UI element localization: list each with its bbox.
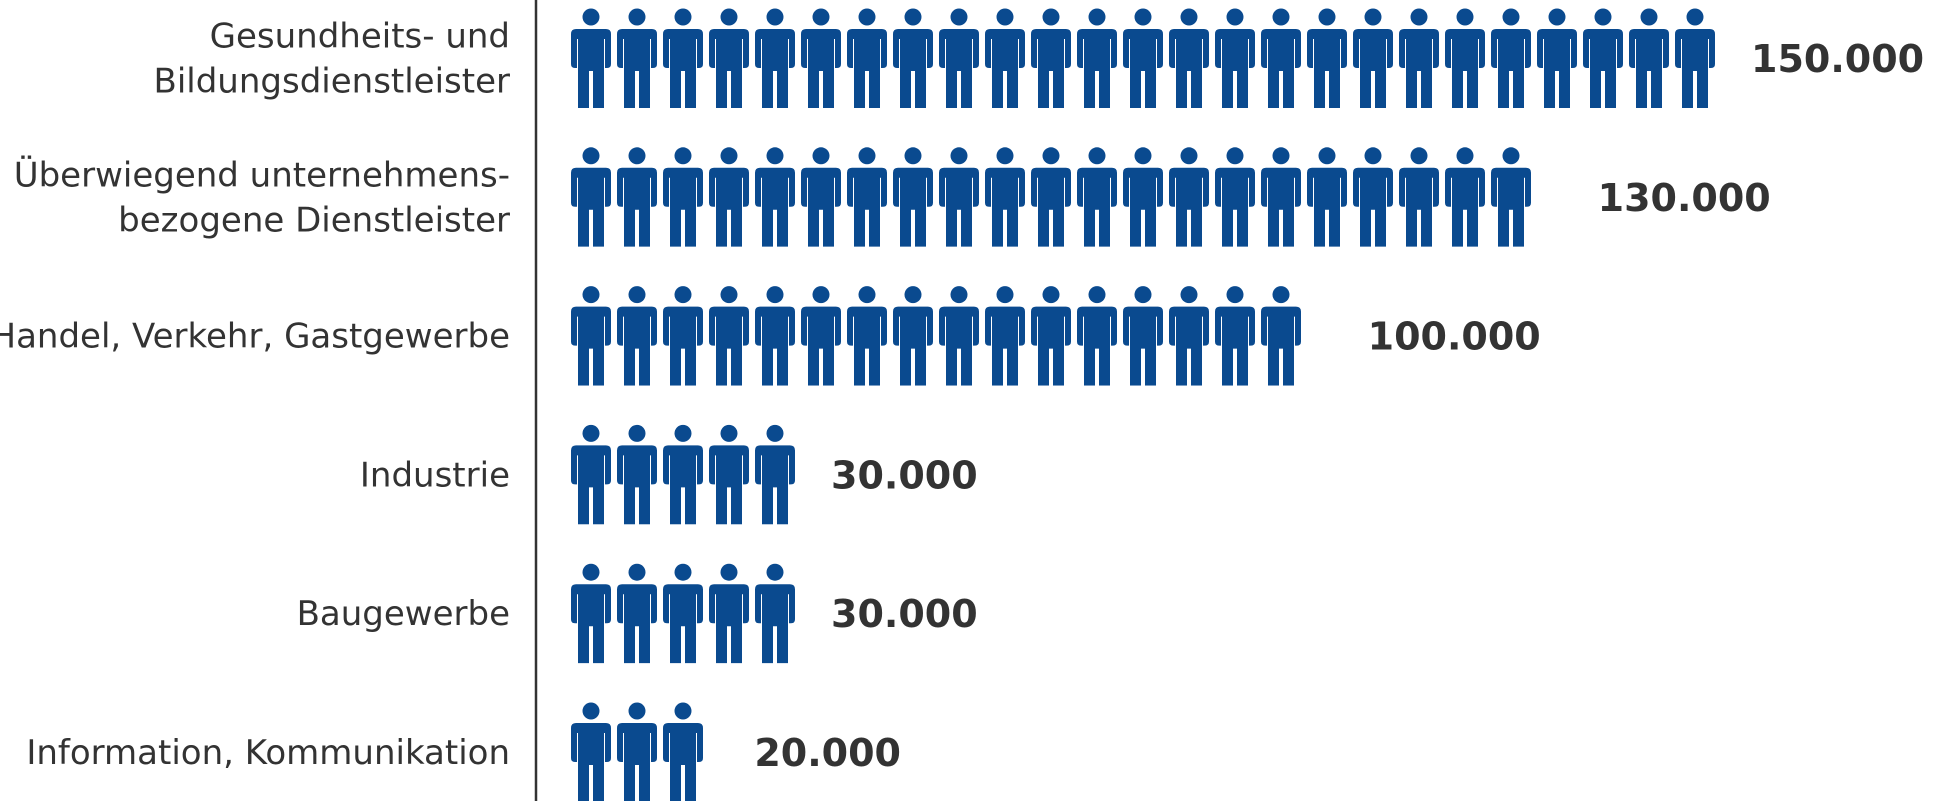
person-icon: [663, 563, 703, 664]
person-icon: [755, 8, 795, 108]
person-icon: [571, 147, 611, 247]
person-icon: [571, 702, 611, 801]
person-icon: [1261, 8, 1301, 108]
person-icon: [1031, 8, 1071, 108]
person-icon: [571, 563, 611, 664]
person-icon: [1491, 147, 1531, 247]
person-icon: [709, 702, 723, 801]
value-label: 130.000: [1598, 176, 1771, 220]
person-icon: [847, 286, 887, 386]
person-icon: [1399, 8, 1439, 108]
person-icon: [1629, 8, 1669, 108]
person-icon: [617, 8, 657, 108]
person-icon: [1123, 147, 1163, 247]
person-icon: [663, 702, 703, 801]
person-icon: [1307, 8, 1347, 108]
person-icon: [709, 8, 749, 108]
person-icon: [617, 563, 657, 664]
category-label: Baugewerbe: [297, 594, 510, 634]
value-label: 150.000: [1751, 37, 1924, 81]
person-icon: [1583, 8, 1623, 108]
person-icon: [663, 286, 703, 386]
category-label: bezogene Dienstleister: [118, 200, 510, 240]
person-icon: [1215, 147, 1255, 247]
person-icon: [1261, 286, 1301, 386]
person-icon: [893, 286, 933, 386]
person-icon: [571, 8, 611, 108]
person-icon: [1077, 286, 1117, 386]
person-icon: [755, 147, 795, 247]
person-icon: [1537, 8, 1577, 108]
person-icon: [1215, 8, 1255, 108]
category-label: Bildungsdienstleister: [154, 62, 511, 102]
person-icon: [709, 424, 749, 525]
person-icon: [1399, 147, 1439, 247]
person-icon: [755, 563, 795, 664]
person-icon: [985, 8, 1025, 108]
person-icon: [1123, 8, 1163, 108]
person-icon: [847, 147, 887, 247]
person-icon: [1031, 286, 1071, 386]
person-icon: [617, 147, 657, 247]
person-icon: [617, 424, 657, 525]
person-icon: [1675, 8, 1715, 108]
person-icon: [939, 147, 979, 247]
person-icon: [1169, 147, 1209, 247]
person-icon: [1031, 147, 1071, 247]
value-label: 100.000: [1368, 315, 1541, 359]
person-icon: [663, 8, 703, 108]
value-label: 30.000: [831, 453, 978, 497]
person-icon: [755, 286, 795, 386]
person-icon: [617, 286, 657, 386]
person-icon: [1123, 286, 1163, 386]
person-icon: [801, 8, 841, 108]
person-icon: [663, 424, 703, 525]
category-label: Überwiegend unternehmens-: [14, 154, 510, 195]
person-icon: [571, 286, 611, 386]
person-icon: [939, 286, 979, 386]
person-icon: [1261, 147, 1301, 247]
person-icon: [939, 8, 979, 108]
person-icon: [801, 286, 841, 386]
person-icon: [1077, 8, 1117, 108]
category-label: Information, Kommunikation: [26, 733, 510, 773]
person-icon: [1215, 286, 1255, 386]
person-icon: [617, 702, 657, 801]
person-icon: [847, 8, 887, 108]
person-icon: [709, 286, 749, 386]
person-icon: [985, 147, 1025, 247]
category-label: Industrie: [360, 455, 510, 495]
person-icon: [571, 424, 611, 525]
person-icon: [1491, 8, 1531, 108]
person-icon: [709, 563, 749, 664]
person-icon: [1537, 147, 1564, 247]
person-icon: [893, 147, 933, 247]
person-icon: [1445, 147, 1485, 247]
person-icon: [985, 286, 1025, 386]
person-icon: [1077, 147, 1117, 247]
person-icon: [1353, 147, 1393, 247]
person-icon: [801, 147, 841, 247]
person-icon: [755, 424, 795, 525]
person-icon: [663, 147, 703, 247]
category-label: Gesundheits- und: [210, 17, 510, 57]
value-label: 30.000: [831, 592, 978, 636]
person-icon: [893, 8, 933, 108]
person-icon: [1445, 8, 1485, 108]
person-icon: [1353, 8, 1393, 108]
value-label: 20.000: [754, 731, 901, 775]
category-label: Handel, Verkehr, Gastgewerbe: [0, 317, 510, 357]
person-icon: [1169, 286, 1209, 386]
person-icon: [709, 147, 749, 247]
person-icon: [1307, 147, 1347, 247]
person-icon: [1169, 8, 1209, 108]
person-icon: [1307, 286, 1334, 386]
